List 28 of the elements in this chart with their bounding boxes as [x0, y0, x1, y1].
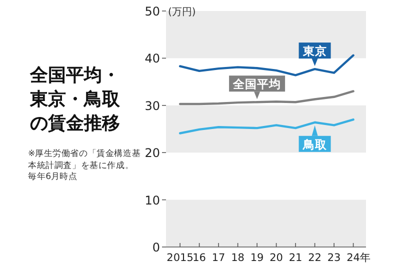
x-tick-label: 16 — [192, 252, 206, 264]
text: 毎年6月時点 — [28, 172, 78, 184]
text: ※厚生労働省の「賃金構造基本統計調査」を基に作成。 — [28, 149, 142, 172]
y-tick-label: 20 — [144, 146, 160, 160]
x-axis-title: 年 — [360, 252, 371, 264]
text: 全国平均・東京・鳥取の賃金推移 — [30, 64, 121, 136]
series-label: 東京 — [298, 42, 331, 59]
series-label: 鳥取 — [298, 136, 331, 152]
line-series — [178, 118, 354, 134]
x-tick-label: 2015 — [166, 252, 194, 264]
line-series — [178, 90, 354, 106]
x-tick-label: 23 — [327, 252, 341, 264]
y-axis-title: (万円) — [168, 7, 196, 18]
series-label: 東京 — [302, 44, 327, 58]
legend-label: 鳥取 — [302, 137, 328, 152]
x-tick-label: 24 — [346, 252, 360, 264]
y-tick-label: 50 — [144, 4, 160, 18]
x-tick-label: 20 — [270, 252, 283, 264]
y-tick-label: 40 — [144, 52, 160, 66]
series-label: 全国平均 — [232, 77, 282, 92]
x-tick-label: 19 — [250, 252, 264, 264]
y-tick-label: 0 — [152, 240, 160, 254]
y-tick-label: 30 — [144, 98, 160, 113]
x-tick-label: 17 — [212, 252, 226, 264]
y-tick-label: 10 — [144, 193, 160, 208]
x-tick-label: 21 — [288, 252, 302, 264]
x-tick-label: 18 — [231, 252, 244, 264]
x-tick-label: 22 — [308, 252, 322, 264]
